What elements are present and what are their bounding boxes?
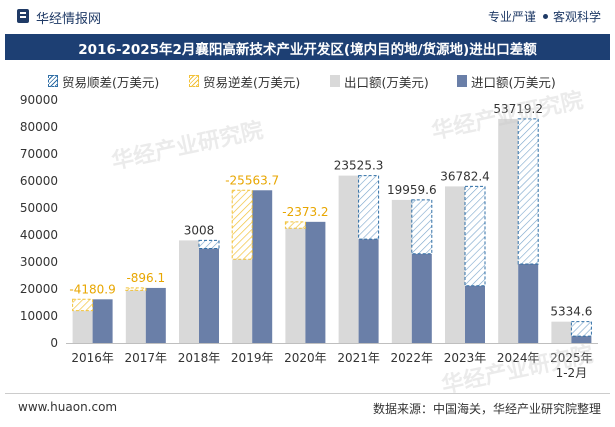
x-tick-label: 2023年 (444, 351, 487, 365)
y-tick-label: 30000 (20, 255, 58, 269)
slogan: 专业严谨 客观科学 (488, 8, 601, 25)
y-tick-label: 80000 (20, 120, 58, 134)
legend-swatch-surplus (48, 75, 58, 87)
import-bar (252, 190, 273, 343)
slogan-right: 客观科学 (552, 10, 601, 24)
import-bar (518, 263, 539, 343)
legend-swatch-deficit (189, 75, 199, 87)
y-tick-label: 50000 (20, 201, 58, 215)
import-bar (465, 285, 485, 343)
y-tick-label: 60000 (20, 174, 58, 188)
legend-label-export: 出口额(万美元) (344, 75, 429, 90)
header-bar: 华经情报网 专业严谨 客观科学 (0, 0, 615, 34)
x-tick-label: 1-2月 (556, 366, 588, 380)
x-tick-label: 2025年 (550, 351, 593, 365)
footer-source: 数据来源：中国海关，华经产业研究院整理 (372, 402, 601, 416)
x-tick-label: 2022年 (391, 351, 434, 365)
surplus-bar (198, 239, 220, 250)
import-bar (571, 336, 592, 343)
balance-data-label: -896.1 (126, 271, 165, 285)
x-tick-label: 2021年 (337, 351, 380, 365)
brand-name: 华经情报网 (36, 12, 102, 27)
y-tick-label: 40000 (20, 228, 58, 242)
deficit-bar (125, 287, 147, 291)
import-bar (411, 253, 432, 343)
x-tick-label: 2020年 (284, 351, 327, 365)
balance-data-label: 19959.6 (387, 183, 437, 197)
deficit-bar (72, 298, 94, 312)
surplus-bar (570, 321, 592, 337)
chart-legend: 贸易顺差(万美元) 贸易逆差(万美元) 出口额(万美元) 进口额(万美元) (48, 72, 608, 92)
legend-swatch-import (457, 75, 467, 87)
balance-data-label: 5334.6 (550, 305, 592, 319)
export-bar (391, 199, 412, 343)
balance-data-label: 23525.3 (334, 159, 384, 173)
legend-label-import: 进口额(万美元) (471, 75, 556, 90)
x-tick-label: 2016年 (71, 351, 114, 365)
y-tick-label: 10000 (20, 309, 58, 323)
surplus-bar (411, 199, 433, 255)
export-bar (72, 310, 93, 343)
deficit-bar (231, 189, 253, 260)
footer-divider (5, 393, 610, 394)
export-bar (498, 118, 519, 344)
export-bar (285, 228, 306, 343)
balance-data-label: 36782.4 (440, 169, 490, 183)
y-tick-label: 70000 (20, 147, 58, 161)
surplus-bar (358, 175, 380, 240)
export-bar (551, 321, 572, 343)
y-tick-label: 20000 (20, 282, 58, 296)
surplus-bar (517, 118, 539, 265)
legend-swatch-export (330, 75, 340, 87)
title-bar: 2016-2025年2月襄阳高新技术产业开发区(境内目的地/货源地)进出口差额 (5, 34, 610, 60)
footer-website[interactable]: www.huaon.com (18, 400, 118, 414)
export-bar (445, 186, 465, 343)
import-bar (145, 287, 166, 343)
import-bar (305, 221, 326, 343)
surplus-bar (464, 185, 486, 287)
x-tick-label: 2019年 (231, 351, 274, 365)
import-bar (199, 248, 219, 343)
x-tick-label: 2018年 (178, 351, 221, 365)
export-bar (125, 290, 146, 343)
import-bar (92, 299, 113, 343)
deficit-bar (284, 221, 306, 229)
import-bar (358, 239, 379, 343)
x-tick-label: 2017年 (125, 351, 168, 365)
export-bar (179, 240, 199, 343)
chart-title: 2016-2025年2月襄阳高新技术产业开发区(境内目的地/货源地)进出口差额 (78, 42, 537, 58)
brand-logo-icon (17, 9, 29, 23)
legend-label-deficit: 贸易逆差(万美元) (203, 75, 301, 90)
y-tick-label: 0 (50, 336, 58, 350)
y-tick-label: 90000 (20, 93, 58, 107)
legend-label-surplus: 贸易顺差(万美元) (62, 75, 160, 90)
slogan-dot-icon (542, 14, 548, 19)
slogan-left: 专业严谨 (487, 10, 536, 24)
balance-data-label: -2373.2 (282, 205, 328, 219)
balance-data-label: -4180.9 (69, 282, 115, 296)
export-bar (338, 175, 359, 343)
balance-data-label: 53719.2 (493, 102, 543, 116)
x-tick-label: 2024年 (497, 351, 540, 365)
export-bar (232, 259, 253, 343)
balance-data-label: -25563.7 (225, 173, 279, 187)
balance-data-label: 3008 (184, 223, 215, 237)
